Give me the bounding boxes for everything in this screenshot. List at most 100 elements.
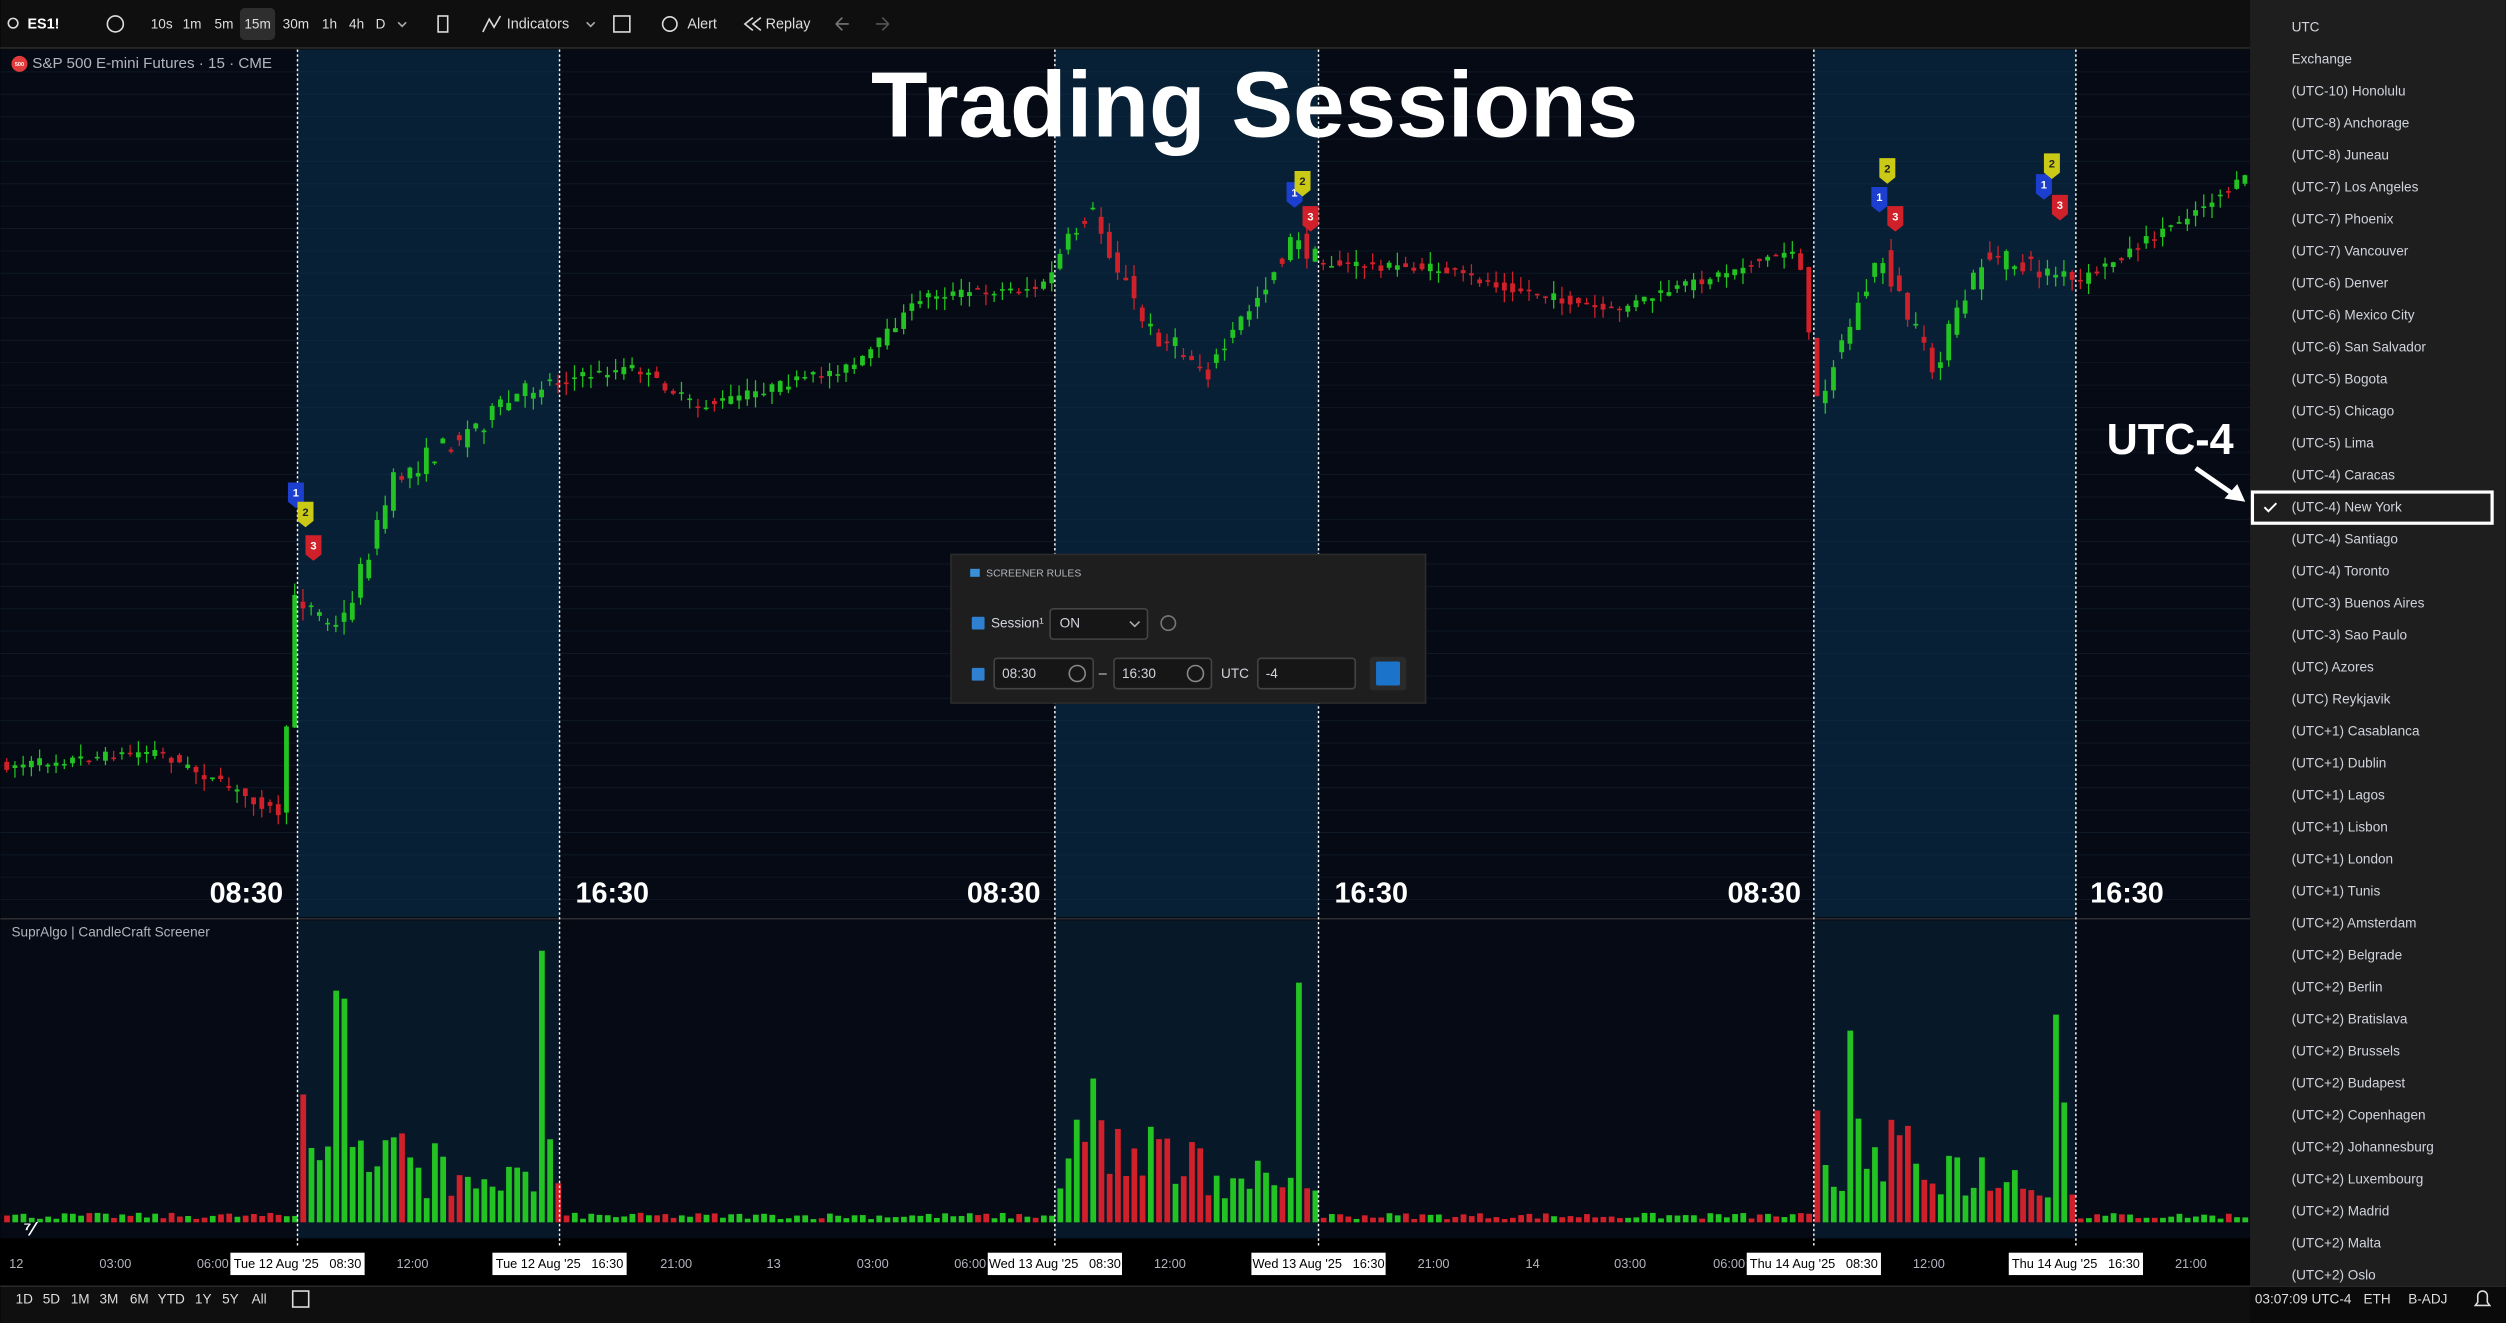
menu-item[interactable]: (UTC+2) Belgrade [2292,948,2403,963]
menu-item[interactable]: (UTC-5) Bogota [2292,372,2388,387]
calendar-icon[interactable] [291,1290,310,1308]
menu-item[interactable]: (UTC+1) Dublin [2292,756,2387,771]
range[interactable]: YTD [158,1291,185,1306]
interval[interactable]: 1m [183,16,202,31]
interval[interactable]: 5m [215,16,234,31]
candle-body [1962,300,1968,314]
menu-item[interactable]: (UTC+1) London [2292,852,2394,867]
indicators-icon[interactable] [482,15,502,33]
replay-icon[interactable] [743,16,762,31]
candle-body [1551,293,1557,301]
menu-item[interactable]: (UTC-5) Lima [2292,436,2375,451]
menu-item[interactable]: (UTC-6) Denver [2292,276,2389,291]
volume-bar [2168,1216,2175,1223]
chart-type-icon[interactable] [437,15,449,33]
menu-item[interactable]: (UTC+1) Lisbon [2292,820,2388,835]
heading: Trading Sessions [871,52,1638,156]
menu-item[interactable]: (UTC+2) Johannesburg [2292,1140,2434,1155]
interval[interactable]: 30m [283,16,309,31]
menu-item[interactable]: (UTC-10) Honolulu [2292,84,2406,99]
checkbox[interactable] [971,616,985,630]
menu-item[interactable]: Exchange [2292,52,2352,67]
menu-item[interactable]: (UTC-8) Juneau [2292,148,2389,163]
alert-icon[interactable] [661,15,678,32]
interval[interactable]: 4h [349,16,364,31]
checkbox[interactable] [971,667,985,681]
menu-item[interactable]: (UTC+1) Tunis [2292,884,2381,899]
interval[interactable]: 1h [322,16,337,31]
volume-bar [909,1215,916,1223]
menu-item[interactable]: UTC [2292,20,2320,35]
utc-input[interactable] [1256,657,1357,690]
candle-body [267,802,273,806]
menu-item[interactable]: (UTC-4) Toronto [2292,564,2390,579]
candle-body [45,764,51,767]
candle-body [835,374,841,376]
volume-bar [728,1214,735,1223]
volume-bar [695,1213,702,1223]
menu-item[interactable]: (UTC+2) Berlin [2292,980,2383,995]
range[interactable]: All [252,1291,267,1306]
badj[interactable]: B-ADJ [2408,1291,2447,1306]
interval[interactable]: D [376,16,386,31]
menu-item[interactable]: (UTC-4) Santiago [2292,532,2398,547]
bell-icon[interactable] [2473,1290,2492,1307]
menu-item[interactable]: (UTC-7) Vancouver [2292,244,2409,259]
clock[interactable]: 03:07:09 UTC-4 [2255,1291,2352,1306]
menu-item[interactable]: (UTC-4) New York [2292,500,2402,515]
range[interactable]: 3M [100,1291,119,1306]
chevron[interactable] [586,21,596,28]
menu-item[interactable]: (UTC+2) Bratislava [2292,1012,2408,1027]
menu-item[interactable]: (UTC+2) Oslo [2292,1268,2376,1283]
candle-body [1238,316,1244,331]
menu-item[interactable]: (UTC+2) Copenhagen [2292,1108,2426,1123]
menu-item[interactable]: (UTC+2) Brussels [2292,1044,2400,1059]
menu-item[interactable]: (UTC+2) Luxembourg [2292,1172,2424,1187]
menu-item[interactable]: (UTC-6) San Salvador [2292,340,2427,355]
symbol[interactable]: ES1! [27,17,59,33]
range[interactable]: 1M [71,1291,90,1306]
menu-item[interactable]: (UTC-3) Sao Paulo [2292,628,2407,643]
eth[interactable]: ETH [2363,1291,2390,1306]
range[interactable]: 6M [130,1291,149,1306]
start-input[interactable] [993,657,1095,690]
menu-item[interactable]: (UTC+2) Madrid [2292,1204,2390,1219]
menu-item[interactable]: (UTC) Reykjavik [2292,692,2391,707]
menu-item[interactable]: (UTC) Azores [2292,660,2374,675]
menu-item[interactable]: (UTC-4) Caracas [2292,468,2396,483]
info-icon[interactable] [1160,615,1177,632]
candle-body [851,364,857,369]
session-label: 16:30 [1334,877,1408,909]
menu-item[interactable]: (UTC+2) Malta [2292,1236,2382,1251]
menu-item[interactable]: (UTC+2) Amsterdam [2292,916,2417,931]
menu-item[interactable]: (UTC+1) Lagos [2292,788,2385,803]
candle-body [1896,275,1902,291]
alert[interactable]: Alert [687,17,717,33]
interval[interactable]: 15m [244,16,270,31]
menu-item[interactable]: (UTC-7) Phoenix [2292,212,2394,227]
menu-item[interactable]: (UTC-6) Mexico City [2292,308,2415,323]
signal-label: 3 [310,540,316,552]
range[interactable]: 5Y [222,1291,239,1306]
chevron[interactable] [397,21,407,28]
indicators[interactable]: Indicators [507,17,569,33]
end-input[interactable] [1113,657,1213,690]
add-symbol[interactable] [106,15,125,33]
menu-item[interactable]: (UTC+2) Budapest [2292,1076,2406,1091]
redo[interactable] [875,17,890,31]
replay[interactable]: Replay [766,17,812,33]
menu-item[interactable]: (UTC-8) Anchorage [2292,116,2410,131]
menu-item[interactable]: (UTC-7) Los Angeles [2292,180,2419,195]
volume-bar [1740,1213,1747,1223]
menu-item[interactable]: (UTC-3) Buenos Aires [2292,596,2425,611]
undo[interactable] [835,17,849,31]
session-select[interactable] [1049,607,1149,640]
range[interactable]: 5D [43,1291,61,1306]
interval[interactable]: 10s [151,16,173,31]
range[interactable]: 1D [16,1291,34,1306]
menu-item[interactable]: (UTC-5) Chicago [2292,404,2395,419]
layout-icon[interactable] [613,15,631,33]
candle-body [720,398,725,401]
menu-item[interactable]: (UTC+1) Casablanca [2292,724,2420,739]
range[interactable]: 1Y [195,1291,212,1306]
